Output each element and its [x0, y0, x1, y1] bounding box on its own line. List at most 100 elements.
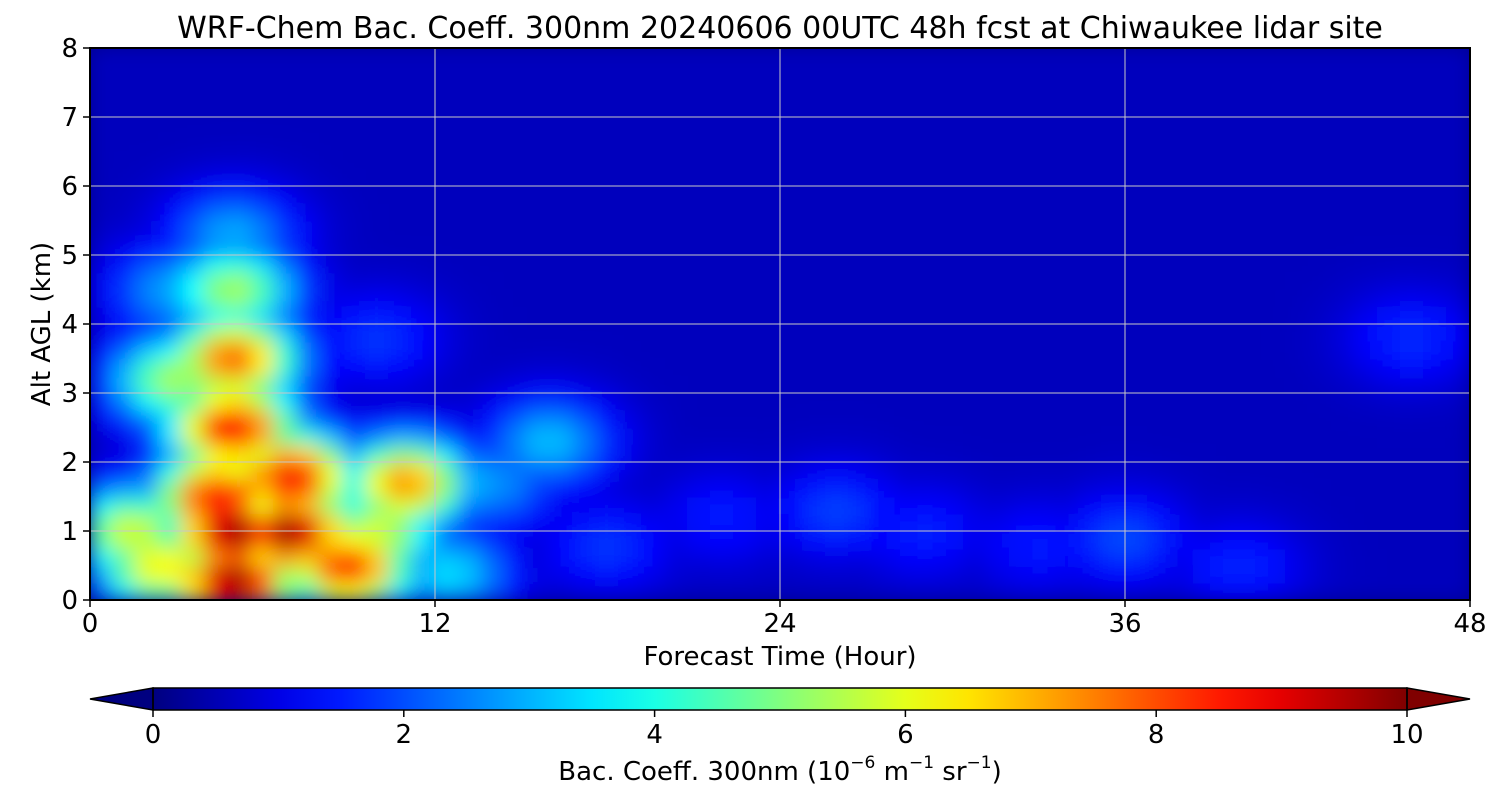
heatmap-cell [1170, 288, 1195, 308]
heatmap-cell [273, 478, 298, 498]
heatmap-cell [273, 185, 298, 205]
heatmap-cell [1101, 374, 1126, 394]
heatmap-cell [802, 254, 827, 274]
heatmap-cell [1078, 340, 1103, 360]
heatmap-cell [1446, 426, 1470, 446]
heatmap-cell [756, 478, 781, 498]
heatmap-cell [1055, 426, 1080, 446]
heatmap-cell [480, 81, 505, 101]
heatmap-cell [273, 581, 298, 600]
heatmap-cell [1078, 185, 1103, 205]
heatmap-cell [1446, 271, 1470, 291]
heatmap-cell [572, 409, 597, 429]
heatmap-cell [1262, 202, 1287, 222]
heatmap-cell [641, 271, 666, 291]
heatmap-cell [342, 202, 367, 222]
heatmap-cell [90, 530, 114, 550]
heatmap-cell [1400, 202, 1425, 222]
heatmap-cell [1377, 581, 1402, 600]
heatmap-cell [1170, 219, 1195, 239]
heatmap-cell [1124, 340, 1149, 360]
heatmap-cell [986, 581, 1011, 600]
heatmap-cell [756, 271, 781, 291]
heatmap-cell [848, 357, 873, 377]
heatmap-cell [595, 98, 620, 118]
heatmap-cell [342, 98, 367, 118]
heatmap-cell [503, 64, 528, 84]
heatmap-cell [1009, 81, 1034, 101]
heatmap-cell [894, 202, 919, 222]
heatmap-cell [572, 219, 597, 239]
heatmap-cell [319, 64, 344, 84]
heatmap-cell [1009, 98, 1034, 118]
heatmap-cell [181, 98, 206, 118]
heatmap-cell [1400, 271, 1425, 291]
heatmap-cell [963, 305, 988, 325]
heatmap-cell [710, 323, 735, 343]
heatmap-cell [917, 133, 942, 153]
heatmap-cell [1239, 392, 1264, 412]
heatmap-cell [1147, 564, 1172, 584]
heatmap-cell [1239, 426, 1264, 446]
heatmap-cell [894, 64, 919, 84]
heatmap-cell [365, 48, 390, 67]
heatmap-cell [825, 48, 850, 67]
heatmap-cell [1239, 443, 1264, 463]
heatmap-cell [296, 48, 321, 67]
heatmap-cell [1032, 478, 1057, 498]
heatmap-cell [1055, 254, 1080, 274]
heatmap-cell [1032, 150, 1057, 170]
heatmap-cell [1400, 48, 1425, 67]
heatmap-cell [687, 288, 712, 308]
heatmap-cell [1078, 64, 1103, 84]
heatmap-cell [1400, 133, 1425, 153]
heatmap-cell [296, 167, 321, 187]
heatmap-cell [158, 581, 183, 600]
heatmap-cell [963, 374, 988, 394]
heatmap-cell [618, 426, 643, 446]
heatmap-cell [664, 288, 689, 308]
heatmap-cell [894, 236, 919, 256]
heatmap-cell [227, 133, 252, 153]
heatmap-cell [296, 98, 321, 118]
heatmap-cell [1423, 547, 1448, 567]
heatmap-cell [1032, 116, 1057, 136]
heatmap-cell [411, 461, 436, 481]
heatmap-cell [1423, 236, 1448, 256]
heatmap-cell [779, 392, 804, 412]
heatmap-cell [572, 254, 597, 274]
heatmap-cell [296, 409, 321, 429]
heatmap-cell [296, 495, 321, 515]
heatmap-cell [227, 81, 252, 101]
heatmap-cell [227, 409, 252, 429]
heatmap-cell [1239, 254, 1264, 274]
heatmap-cell [503, 581, 528, 600]
heatmap-cell [457, 564, 482, 584]
heatmap-cell [434, 581, 459, 600]
heatmap-cell [526, 409, 551, 429]
heatmap-cell [641, 357, 666, 377]
heatmap-cell [595, 219, 620, 239]
heatmap-cell [365, 64, 390, 84]
heatmap-cell [457, 443, 482, 463]
heatmap-cell [1331, 48, 1356, 67]
heatmap-cell [848, 81, 873, 101]
heatmap-cell [1354, 392, 1379, 412]
heatmap-cell [1124, 512, 1149, 532]
heatmap-cell [1055, 133, 1080, 153]
heatmap-cell [90, 185, 114, 205]
heatmap-cell [1423, 48, 1448, 67]
heatmap-cell [342, 409, 367, 429]
heatmap-cell [549, 581, 574, 600]
heatmap-cell [365, 236, 390, 256]
heatmap-cell [1193, 461, 1218, 481]
heatmap-cell [1377, 478, 1402, 498]
heatmap-cell [526, 374, 551, 394]
heatmap-cell [388, 254, 413, 274]
heatmap-cell [1147, 461, 1172, 481]
heatmap-cell [687, 254, 712, 274]
heatmap-cell [388, 64, 413, 84]
heatmap-cell [687, 116, 712, 136]
heatmap-cell [802, 116, 827, 136]
heatmap-cell [1354, 271, 1379, 291]
